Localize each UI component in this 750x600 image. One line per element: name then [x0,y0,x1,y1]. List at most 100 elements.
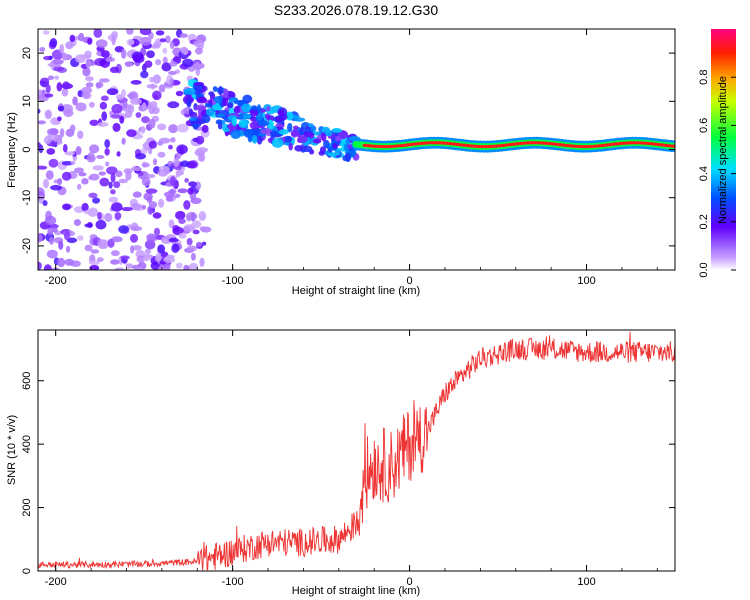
spectrogram-noise-blob [57,105,65,112]
spectrogram-noise-blob [95,39,108,48]
spectrogram-noise-blob [46,249,58,259]
spectrogram-noise-blob [38,261,42,270]
spectrogram-noise-blob [198,156,205,161]
spectrogram-noise-blob [38,120,47,125]
spectrogram-noise-blob [62,144,68,153]
spectrogram-noise-blob [175,90,184,97]
spectrogram-noise-blob [40,77,50,82]
spectrogram-transition-blob [332,143,338,149]
snr-ytick-label: 600 [21,372,33,390]
spectrogram-noise-blob [121,88,126,98]
colorbar-tick-label: 0.6 [698,118,710,133]
spectrogram-noise-blob [95,81,104,89]
snr-ytick-label: 0 [21,568,33,574]
spectrogram-noise-blob [198,211,207,222]
spectrogram-noise-blob [163,262,171,270]
spectrogram-transition-blob [321,132,327,142]
spectrogram-ytick-label: 10 [21,95,33,107]
spectrogram-noise-blob [97,239,107,250]
spectrogram-noise-blob [110,189,116,195]
spectrogram-noise-blob [146,196,153,204]
spectrogram-noise-blob [192,229,200,235]
spectrogram-noise-blob [175,172,181,178]
spectrogram-noise-blob [110,259,120,265]
spectrogram-noise-blob [130,98,142,105]
spectrogram-noise-blob [47,75,55,81]
spectrogram-transition-blob [222,96,228,107]
spectrogram-noise-blob [186,211,198,221]
spectrogram-noise-blob [93,29,103,38]
spectrogram-noise-blob [141,205,147,210]
colorbar-label: Normalized spectral amplitude [717,76,729,224]
spectrogram-noise-blob [92,197,101,204]
colorbar-tick-label: 0.0 [698,262,710,277]
spectrogram-noise-blob [168,70,177,76]
spectrogram-noise-blob [142,256,150,262]
spectrogram-transition-blob [231,116,238,127]
spectrogram-noise-blob [158,137,171,144]
spectrogram-noise-blob [157,244,166,254]
spectrogram-noise-blob [137,266,144,270]
spectrogram-noise-blob [108,196,119,203]
spectrogram-noise-blob [42,30,50,35]
spectrogram-transition-blob [194,105,207,111]
spectrogram-noise-blob [130,225,143,232]
spectrogram-noise-blob [81,202,89,212]
spectrogram-noise-blob [196,241,203,247]
spectrogram-noise-blob [111,103,123,114]
spectrogram-transition-blob [335,135,341,142]
snr-ytick-label: 200 [21,498,33,516]
spectrogram-noise-blob [105,57,116,63]
spectrogram-noise-blob [59,128,65,138]
spectrogram-transition-blob [312,138,322,144]
spectrogram-noise-blob [98,78,110,83]
spectrogram-noise-blob [129,233,139,243]
spectrogram-noise-blob [64,258,75,266]
spectrogram-transition-blob [257,120,270,127]
spectrogram-transition-blob [251,134,258,144]
spectrogram-noise-blob [120,49,127,59]
spectrogram-noise-blob [169,176,177,186]
spectrogram-noise-blob [106,88,119,96]
spectrogram-transition-blob [287,122,293,133]
spectrogram-noise-blob [178,218,186,225]
spectrogram-noise-blob [169,41,175,50]
spectrogram-noise-blob [193,39,205,48]
snr-series-line [38,331,675,571]
spectrogram-transition-blob [217,86,224,96]
spectrogram-transition-blob [230,129,242,140]
spectrogram-transition-blob [192,122,199,130]
spectrogram-noise-blob [152,158,158,166]
spectrogram-noise-blob [188,262,199,270]
spectrogram-noise-blob [44,93,54,98]
chart-title: S233.2026.078.19.12.G30 [274,2,438,18]
spectrogram-noise-blob [173,157,180,168]
spectrogram-transition-blob [294,145,304,152]
spectrogram-noise-blob [153,227,161,236]
spectrogram-noise-blob [126,129,137,137]
spectrogram-transition-blob [307,123,314,128]
spectrogram-noise-blob [77,235,84,241]
spectrogram-transition-blob [327,152,338,157]
spectrogram-noise-blob [146,84,158,89]
spectrogram-transition-blob [335,149,341,156]
spectrogram-transition-blob [197,114,203,120]
spectrogram-transition-blob [318,150,325,156]
spectrogram-noise-blob [130,203,142,210]
spectrogram-transition-blob [344,152,351,162]
spectrogram-noise-blob [73,167,85,174]
spectrogram-transition-blob [196,96,207,104]
spectrogram-noise-blob [141,176,151,187]
spectrogram-noise-blob [132,245,142,251]
spectrogram-noise-blob [49,38,58,48]
spectrogram-noise-blob [72,96,78,106]
spectrogram-noise-blob [130,166,143,172]
spectrogram-ytick-label: -10 [21,190,33,206]
spectrogram-noise-blob [176,123,189,133]
spectrogram-noise-blob [57,116,62,122]
spectrogram-transition-blob [247,134,253,143]
spectrogram-transition-blob [229,97,239,102]
spectrogram-noise-blob [176,144,188,155]
spectrogram-noise-blob [171,243,180,254]
